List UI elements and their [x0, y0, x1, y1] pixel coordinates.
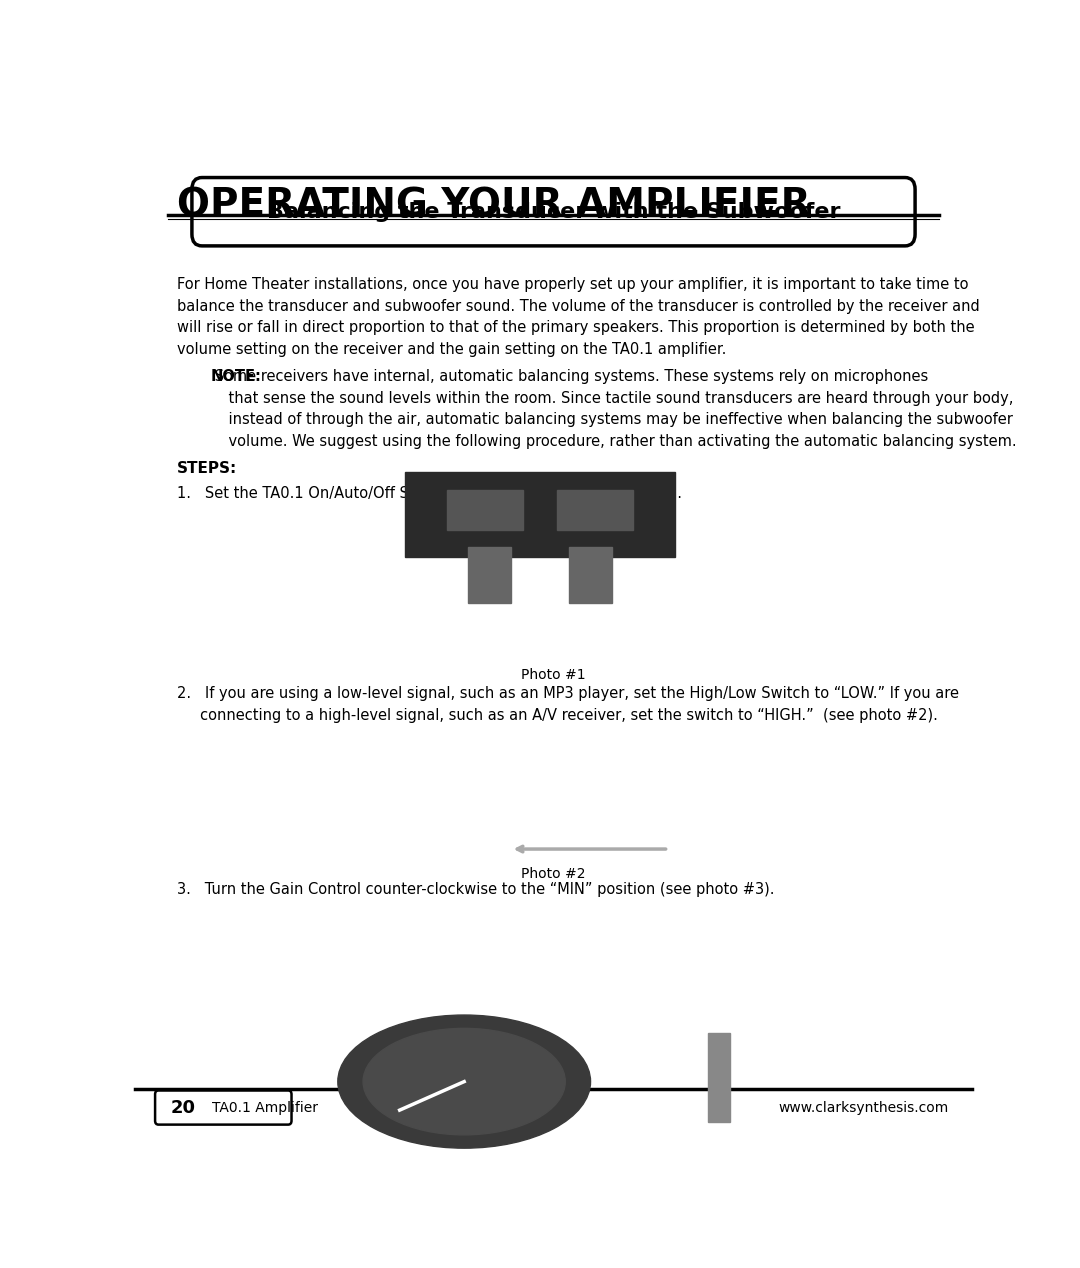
Text: www.clarksynthesis.com: www.clarksynthesis.com: [779, 1101, 948, 1115]
Circle shape: [338, 1014, 591, 1149]
Text: Min: Min: [374, 1167, 394, 1175]
Text: Max: Max: [512, 1167, 535, 1175]
Text: High: High: [429, 865, 468, 880]
Text: Balancing the Transducer with the Subwoofer: Balancing the Transducer with the Subwoo…: [267, 202, 840, 222]
Text: Some receivers have internal, automatic balancing systems. These systems rely on: Some receivers have internal, automatic …: [211, 369, 1017, 449]
Bar: [447, 491, 523, 530]
Text: 1.   Set the TA0.1 On/Auto/Off Switch to “OFF” (see photo #1 below).: 1. Set the TA0.1 On/Auto/Off Switch to “…: [177, 486, 681, 501]
Bar: [708, 1032, 730, 1121]
Text: Photo #1: Photo #1: [522, 668, 585, 682]
Text: Photo #3: Photo #3: [522, 1082, 585, 1096]
Text: Photo #2: Photo #2: [522, 867, 585, 881]
Text: OPERATING YOUR AMPLIFIER: OPERATING YOUR AMPLIFIER: [177, 186, 810, 224]
Text: 2.   If you are using a low-level signal, such as an MP3 player, set the High/Lo: 2. If you are using a low-level signal, …: [177, 686, 959, 723]
FancyBboxPatch shape: [192, 178, 915, 246]
Text: For Home Theater installations, once you have properly set up your amplifier, it: For Home Theater installations, once you…: [177, 278, 980, 356]
Bar: [469, 547, 511, 602]
FancyBboxPatch shape: [156, 1090, 292, 1125]
Bar: [405, 473, 675, 557]
Bar: [557, 491, 633, 530]
Text: TA0.1 Amplifier: TA0.1 Amplifier: [212, 1101, 318, 1115]
Text: 3.   Turn the Gain Control counter-clockwise to the “MIN” position (see photo #3: 3. Turn the Gain Control counter-clockwi…: [177, 883, 774, 898]
Text: Gain: Gain: [415, 984, 446, 997]
Text: Input: Input: [481, 719, 526, 734]
Text: Low: Low: [431, 813, 465, 828]
Text: Level: Level: [481, 765, 526, 780]
Circle shape: [363, 1028, 565, 1135]
Text: 20: 20: [171, 1098, 195, 1117]
Text: STEPS:: STEPS:: [177, 460, 238, 476]
Text: Bypass  L: Bypass L: [556, 984, 608, 994]
Text: NOTE:: NOTE:: [211, 369, 261, 384]
Bar: [569, 547, 611, 602]
Text: TA: TA: [678, 984, 697, 998]
